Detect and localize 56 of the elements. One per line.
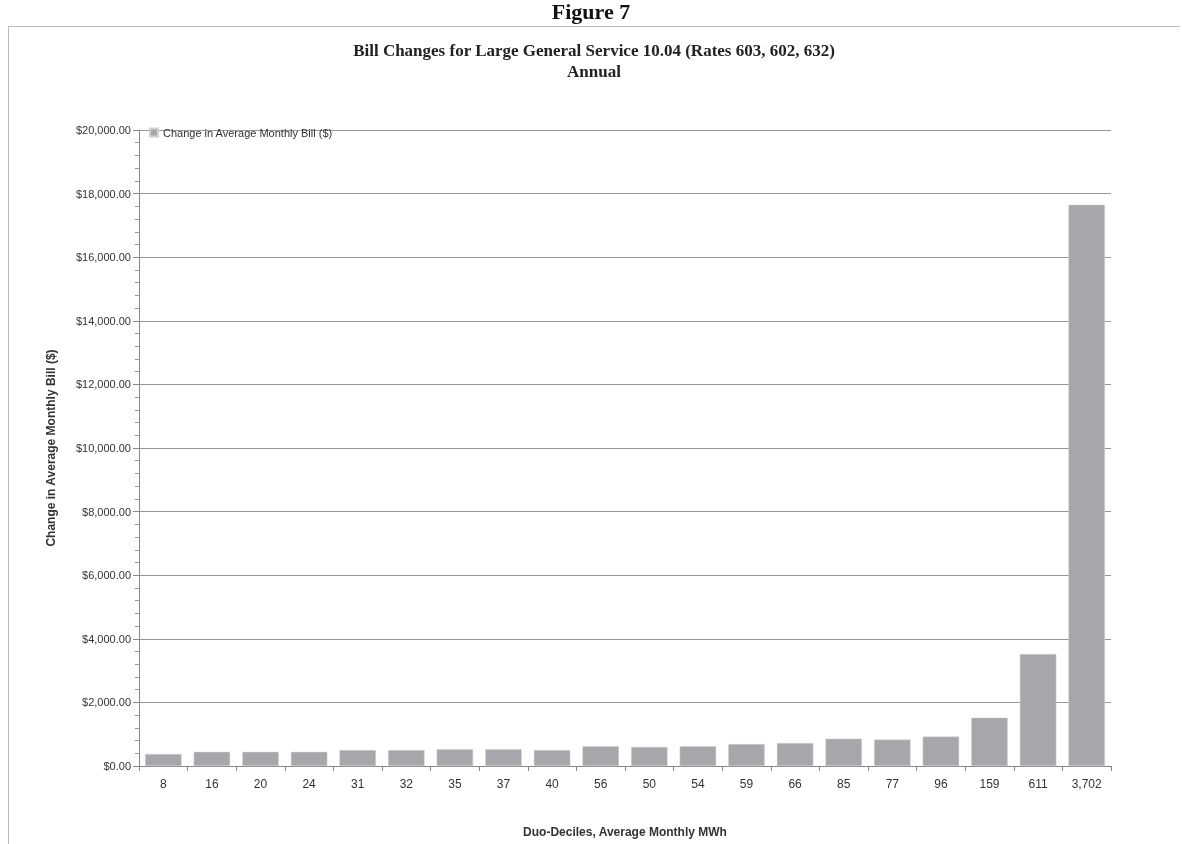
x-axis-title: Duo-Deciles, Average Monthly MWh [523, 825, 727, 839]
y-tick-label: $16,000.00 [75, 251, 131, 264]
y-tick-label: $6,000.00 [82, 569, 131, 582]
bar [728, 744, 765, 766]
bar [631, 746, 668, 766]
bar [339, 750, 376, 766]
y-tick-label: $10,000.00 [75, 442, 131, 454]
x-tick-label: 8 [159, 777, 167, 791]
y-tick-label: $8,000.00 [82, 505, 131, 518]
bar [776, 743, 814, 766]
chart-title: Bill Changes for Large General Service 10.04 (Rates 603, 602, 632) Annual [353, 41, 835, 81]
bar [922, 736, 960, 766]
x-tick-label: 3,702 [1071, 777, 1103, 791]
x-tick-label: 56 [594, 777, 608, 791]
y-tick-label: $0.00 [103, 760, 131, 772]
caption: Figure 7 [550, 0, 632, 24]
y-tick-label: $14,000.00 [75, 314, 131, 327]
bar [242, 751, 279, 766]
y-tick-label: $12,000.00 [75, 378, 131, 391]
x-tick-label: 24 [302, 777, 317, 791]
x-tick-label: 35 [448, 777, 462, 791]
bar [825, 738, 862, 766]
x-tick-label: 77 [885, 777, 900, 791]
x-tick-label: 20 [253, 777, 268, 791]
y-tick-label: $2,000.00 [82, 696, 131, 709]
x-tick-label: 59 [739, 777, 754, 791]
bar [193, 751, 231, 766]
bar [145, 754, 182, 766]
bar [1019, 654, 1057, 766]
x-tick-label: 16 [205, 777, 219, 791]
x-tick-label: 66 [788, 777, 803, 791]
x-tick-label: 54 [691, 777, 705, 791]
bar [533, 750, 571, 766]
y-tick-label: $20,000.00 [75, 124, 131, 136]
y-tick-label: $4,000.00 [82, 632, 131, 645]
x-tick-label: 611 [1028, 777, 1048, 791]
x-tick-label: 40 [545, 777, 560, 791]
y-tick-label: $18,000.00 [75, 187, 131, 200]
x-tick-label: 37 [496, 777, 511, 791]
y-axis-title: Change in Average Monthly Bill ($) [44, 349, 58, 547]
bar [1068, 204, 1105, 766]
bar [582, 746, 619, 766]
bar [679, 746, 717, 766]
bar [290, 751, 328, 766]
bar [874, 739, 911, 766]
bar [971, 717, 1008, 766]
x-tick-label: 32 [399, 777, 414, 791]
bar [485, 749, 522, 766]
bar [436, 749, 474, 766]
x-tick-label: 85 [837, 777, 851, 791]
x-tick-label: 159 [979, 777, 1000, 791]
x-tick-label: 50 [642, 777, 657, 791]
bar [388, 750, 425, 766]
x-tick-label: 96 [934, 777, 948, 791]
x-tick-label: 31 [351, 777, 365, 791]
legend-label: Change in Average Monthly Bill ($) [163, 126, 333, 139]
